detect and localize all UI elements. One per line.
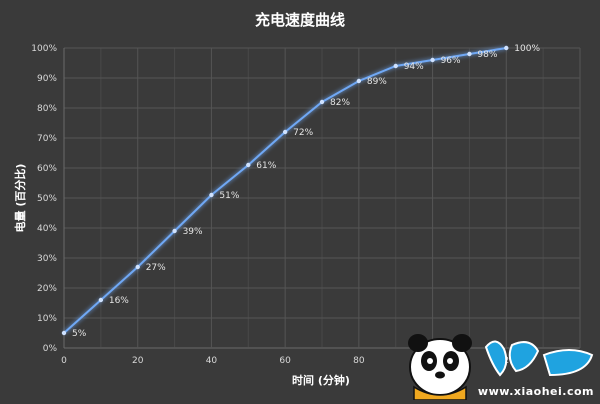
- y-axis-ticks: 0% 10% 20% 30% 40% 50% 60% 70% 80% 90% 100%: [31, 44, 57, 354]
- data-points: [61, 45, 509, 336]
- data-point: [319, 99, 325, 105]
- data-label: 27%: [146, 263, 166, 273]
- y-tick-label: 50%: [37, 194, 57, 204]
- y-tick-label: 30%: [37, 254, 57, 264]
- y-tick-label: 20%: [37, 284, 57, 294]
- data-point: [282, 129, 288, 135]
- data-label: 16%: [109, 296, 129, 306]
- y-tick-label: 0%: [43, 344, 58, 354]
- data-label: 98%: [477, 50, 497, 60]
- y-axis-title: 电量 (百分比): [13, 164, 27, 233]
- data-point: [467, 51, 472, 57]
- data-point: [504, 45, 509, 51]
- data-point: [98, 297, 104, 303]
- x-axis-title: 时间 (分钟): [292, 373, 350, 387]
- data-label: 96%: [441, 56, 461, 66]
- data-label: 39%: [183, 227, 203, 237]
- y-tick-label: 70%: [37, 134, 57, 144]
- watermark-logo-icon: [408, 334, 594, 401]
- y-tick-label: 100%: [31, 44, 57, 54]
- x-tick-label: 0: [61, 356, 67, 366]
- y-tick-label: 10%: [37, 314, 57, 324]
- data-label: 61%: [256, 161, 276, 171]
- chart-title: 充电速度曲线: [255, 11, 345, 29]
- data-point: [430, 57, 435, 63]
- y-tick-label: 80%: [37, 104, 57, 114]
- data-label: 51%: [219, 191, 239, 201]
- data-label: 89%: [367, 77, 387, 87]
- watermark: www.xiaohei.com: [400, 325, 600, 401]
- data-label: 5%: [72, 329, 87, 339]
- x-tick-label: 20: [132, 356, 144, 366]
- grid: [63, 47, 581, 349]
- y-tick-label: 90%: [37, 74, 57, 84]
- watermark-url: www.xiaohei.com: [477, 385, 594, 398]
- data-point: [172, 228, 177, 234]
- data-point: [393, 63, 398, 69]
- data-point: [61, 330, 67, 336]
- data-point: [135, 264, 140, 270]
- data-point: [246, 162, 251, 168]
- x-tick-label: 80: [353, 356, 365, 366]
- data-point: [356, 78, 362, 84]
- data-labels: 5% 16% 27% 39% 51% 61% 72% 82% 89% 94% 96% 98% 100%: [72, 44, 540, 339]
- data-label: 82%: [330, 98, 350, 108]
- x-tick-label: 60: [279, 356, 291, 366]
- x-tick-label: 40: [206, 356, 218, 366]
- data-label: 100%: [514, 44, 540, 54]
- data-label: 72%: [293, 128, 313, 138]
- y-tick-label: 40%: [37, 224, 57, 234]
- data-point: [209, 192, 214, 198]
- y-tick-label: 60%: [37, 164, 57, 174]
- data-label: 94%: [404, 62, 424, 72]
